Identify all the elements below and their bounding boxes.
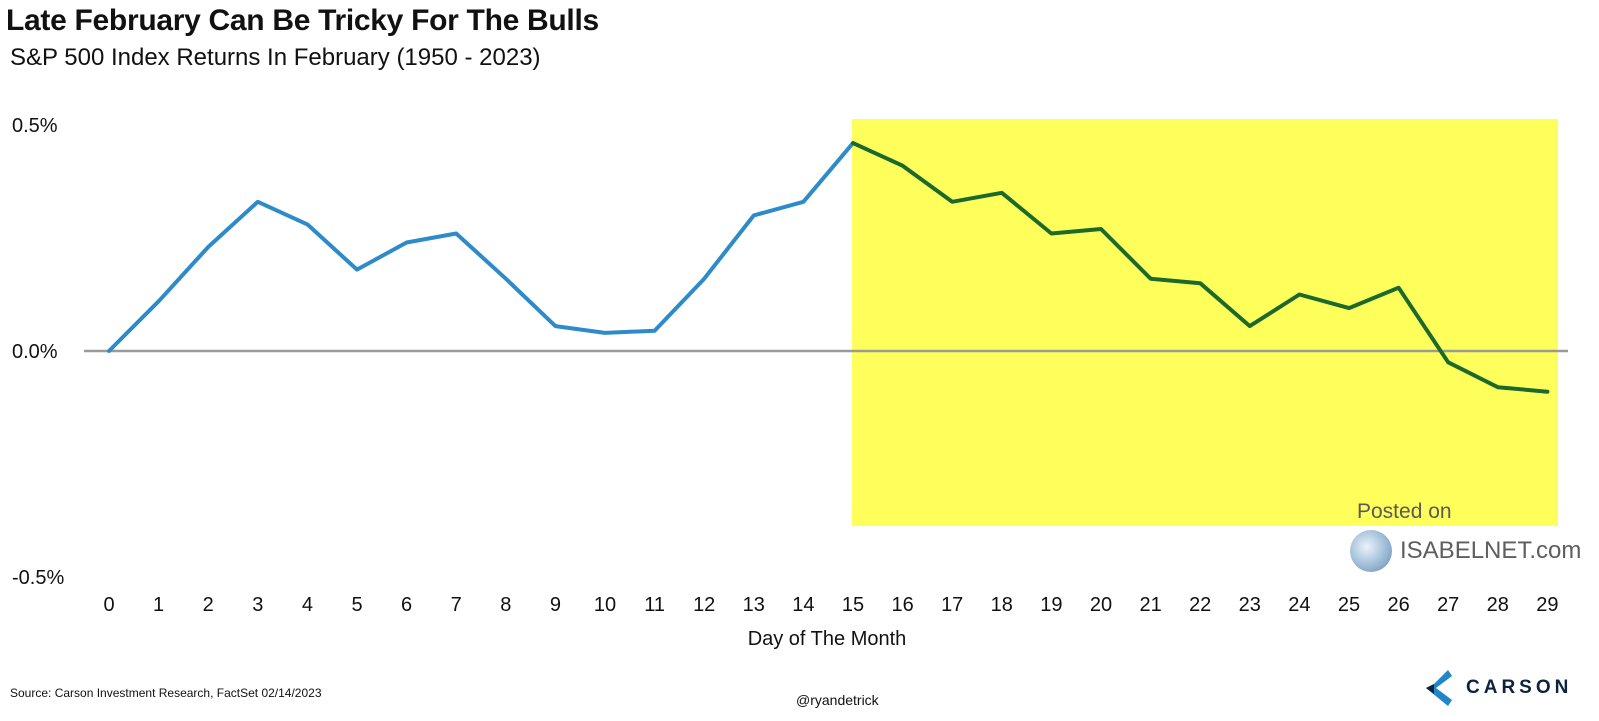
- y-tick-label: 0.0%: [12, 341, 58, 363]
- x-tick-label: 16: [891, 594, 913, 616]
- carson-chevron-icon: [1426, 670, 1452, 706]
- x-tick-label: 24: [1288, 594, 1310, 616]
- x-tick-label: 17: [941, 594, 963, 616]
- x-tick-label: 4: [302, 594, 313, 616]
- y-tick-label: 0.5%: [12, 115, 58, 137]
- x-tick-label: 3: [252, 594, 263, 616]
- x-tick-label: 7: [451, 594, 462, 616]
- series-line-layer: [107, 141, 1550, 394]
- globe-icon: [1350, 530, 1392, 572]
- x-tick-label: 20: [1090, 594, 1112, 616]
- x-tick-label: 13: [743, 594, 765, 616]
- x-tick-label: 1: [153, 594, 164, 616]
- x-axis-ticks: 0 1 2 3 4 5 6 7 8 9 10 11 12 13 14 15 16 17 18 19 20 21 22 23 24…: [103, 594, 1558, 616]
- x-tick-label: 29: [1536, 594, 1558, 616]
- author-handle: @ryandetrick: [796, 692, 879, 708]
- x-tick-label: 28: [1487, 594, 1509, 616]
- x-tick-label: 8: [500, 594, 511, 616]
- watermark-site: ISABELNET.com: [1400, 537, 1582, 564]
- x-tick-label: 11: [644, 594, 665, 616]
- x-tick-label: 15: [842, 594, 864, 616]
- x-tick-label: 6: [401, 594, 412, 616]
- x-axis-label: Day of The Month: [748, 628, 907, 650]
- x-tick-label: 21: [1139, 594, 1161, 616]
- series-line-early-february: [107, 141, 855, 353]
- series-line-late-february: [851, 141, 1550, 394]
- x-tick-label: 27: [1437, 594, 1459, 616]
- x-tick-label: 26: [1387, 594, 1409, 616]
- carson-logo-text: CARSON: [1466, 677, 1573, 698]
- y-axis-ticks: 0.5% 0.0% -0.5%: [12, 115, 64, 589]
- source-note: Source: Carson Investment Research, Fact…: [10, 686, 322, 700]
- highlight-region-layer: [852, 119, 1558, 526]
- x-tick-label: 23: [1239, 594, 1261, 616]
- watermark-posted-on: Posted on: [1357, 500, 1452, 523]
- chart-title: Late February Can Be Tricky For The Bull…: [6, 4, 599, 37]
- x-tick-label: 5: [351, 594, 362, 616]
- x-tick-label: 25: [1338, 594, 1360, 616]
- x-tick-label: 0: [103, 594, 114, 616]
- x-tick-label: 18: [991, 594, 1013, 616]
- y-tick-label: -0.5%: [12, 567, 64, 589]
- carson-logo: CARSON: [1426, 670, 1572, 706]
- chart-subtitle: S&P 500 Index Returns In February (1950 …: [10, 44, 541, 71]
- x-tick-label: 14: [792, 594, 814, 616]
- x-tick-label: 9: [550, 594, 561, 616]
- x-tick-label: 2: [203, 594, 214, 616]
- x-tick-label: 19: [1040, 594, 1062, 616]
- highlight-region: [852, 119, 1558, 526]
- x-tick-label: 22: [1189, 594, 1211, 616]
- watermark-logo: ISABELNET.com: [1350, 530, 1581, 572]
- x-tick-label: 12: [693, 594, 715, 616]
- x-tick-label: 10: [594, 594, 616, 616]
